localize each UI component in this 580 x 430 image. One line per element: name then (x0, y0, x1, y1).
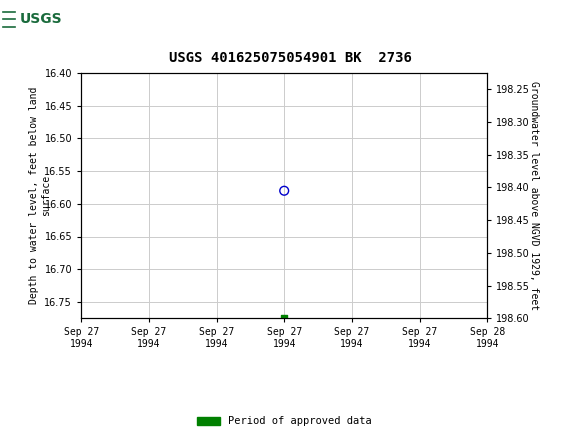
Text: USGS: USGS (19, 12, 62, 26)
Point (280, 315, 289, 322)
Y-axis label: Depth to water level, feet below land
surface: Depth to water level, feet below land su… (30, 87, 51, 304)
Y-axis label: Groundwater level above NGVD 1929, feet: Groundwater level above NGVD 1929, feet (530, 81, 539, 310)
FancyBboxPatch shape (3, 3, 78, 36)
Legend: Period of approved data: Period of approved data (193, 412, 376, 430)
Text: USGS 401625075054901 BK  2736: USGS 401625075054901 BK 2736 (169, 51, 411, 65)
Point (280, 187, 289, 194)
